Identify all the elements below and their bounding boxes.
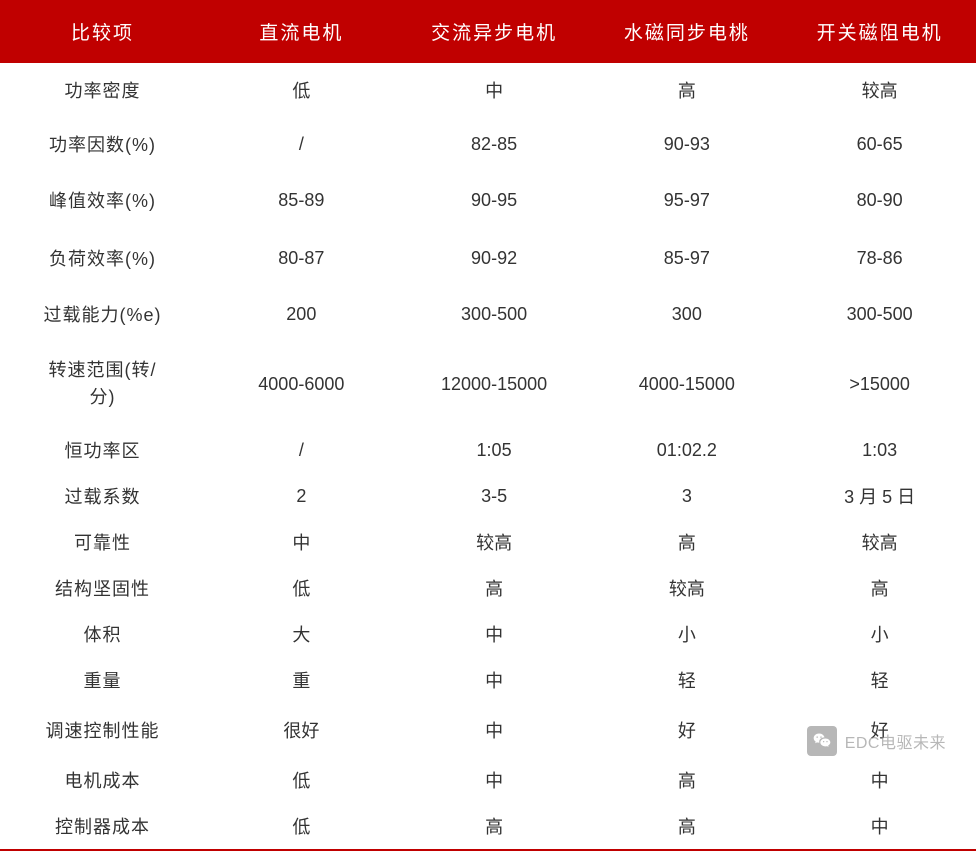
row-label: 可靠性 xyxy=(0,519,205,565)
row-label: 结构坚固性 xyxy=(0,565,205,611)
cell: 中 xyxy=(783,757,976,803)
header-cell: 比较项 xyxy=(0,0,205,63)
cell: 85-89 xyxy=(205,171,398,229)
cell: 4000-6000 xyxy=(205,341,398,427)
cell: 较高 xyxy=(783,519,976,565)
row-label: 控制器成本 xyxy=(0,803,205,850)
cell: 90-93 xyxy=(590,117,783,171)
table-row: 峰值效率(%)85-8990-9595-9780-90 xyxy=(0,171,976,229)
cell: 低 xyxy=(205,757,398,803)
table-row: 转速范围(转/分)4000-600012000-150004000-15000>… xyxy=(0,341,976,427)
table-row: 恒功率区/1:0501:02.21:03 xyxy=(0,427,976,473)
cell: 80-90 xyxy=(783,171,976,229)
cell: 高 xyxy=(590,757,783,803)
table-row: 可靠性中较高高较高 xyxy=(0,519,976,565)
cell: 200 xyxy=(205,287,398,341)
row-label: 峰值效率(%) xyxy=(0,171,205,229)
row-label: 恒功率区 xyxy=(0,427,205,473)
row-label: 体积 xyxy=(0,611,205,657)
cell: 较高 xyxy=(590,565,783,611)
cell: 高 xyxy=(590,803,783,850)
cell: 很好 xyxy=(205,703,398,757)
row-label: 转速范围(转/分) xyxy=(0,341,205,427)
row-label: 功率因数(%) xyxy=(0,117,205,171)
table-row: 过载能力(%e)200300-500300300-500 xyxy=(0,287,976,341)
comparison-table: 比较项 直流电机 交流异步电机 水磁同步电桃 开关磁阻电机 功率密度低中高较高功… xyxy=(0,0,976,851)
header-cell: 交流异步电机 xyxy=(398,0,591,63)
watermark-text: EDC电驱未来 xyxy=(845,729,946,753)
row-label: 电机成本 xyxy=(0,757,205,803)
cell: 轻 xyxy=(783,657,976,703)
cell: 较高 xyxy=(398,519,591,565)
cell: 高 xyxy=(590,63,783,117)
cell: 轻 xyxy=(590,657,783,703)
cell: 小 xyxy=(590,611,783,657)
table-row: 体积大中小小 xyxy=(0,611,976,657)
cell: / xyxy=(205,427,398,473)
cell: 300-500 xyxy=(398,287,591,341)
row-label: 调速控制性能 xyxy=(0,703,205,757)
row-label: 过载系数 xyxy=(0,473,205,519)
table-row: 结构坚固性低高较高高 xyxy=(0,565,976,611)
cell: 80-87 xyxy=(205,229,398,287)
cell: 12000-15000 xyxy=(398,341,591,427)
cell: 高 xyxy=(398,803,591,850)
table-row: 功率因数(%)/82-8590-9360-65 xyxy=(0,117,976,171)
cell: 60-65 xyxy=(783,117,976,171)
cell: 4000-15000 xyxy=(590,341,783,427)
cell: / xyxy=(205,117,398,171)
row-label: 负荷效率(%) xyxy=(0,229,205,287)
table-row: 过载系数23-533 月 5 日 xyxy=(0,473,976,519)
cell: 中 xyxy=(205,519,398,565)
cell: 好 xyxy=(590,703,783,757)
cell: 重 xyxy=(205,657,398,703)
header-cell: 直流电机 xyxy=(205,0,398,63)
cell: 高 xyxy=(590,519,783,565)
cell: >15000 xyxy=(783,341,976,427)
wechat-icon xyxy=(807,726,837,756)
cell: 1:05 xyxy=(398,427,591,473)
row-label: 功率密度 xyxy=(0,63,205,117)
cell: 中 xyxy=(398,63,591,117)
header-cell: 开关磁阻电机 xyxy=(783,0,976,63)
comparison-table-container: 比较项 直流电机 交流异步电机 水磁同步电桃 开关磁阻电机 功率密度低中高较高功… xyxy=(0,0,976,774)
table-row: 控制器成本低高高中 xyxy=(0,803,976,850)
watermark: EDC电驱未来 xyxy=(807,726,946,756)
cell: 较高 xyxy=(783,63,976,117)
header-cell: 水磁同步电桃 xyxy=(590,0,783,63)
table-row: 功率密度低中高较高 xyxy=(0,63,976,117)
cell: 3 月 5 日 xyxy=(783,473,976,519)
cell: 高 xyxy=(398,565,591,611)
cell: 中 xyxy=(398,657,591,703)
cell: 85-97 xyxy=(590,229,783,287)
cell: 3 xyxy=(590,473,783,519)
cell: 低 xyxy=(205,565,398,611)
table-row: 重量重中轻轻 xyxy=(0,657,976,703)
table-row: 电机成本低中高中 xyxy=(0,757,976,803)
cell: 低 xyxy=(205,63,398,117)
cell: 中 xyxy=(398,757,591,803)
cell: 78-86 xyxy=(783,229,976,287)
cell: 3-5 xyxy=(398,473,591,519)
cell: 大 xyxy=(205,611,398,657)
cell: 中 xyxy=(783,803,976,850)
cell: 90-92 xyxy=(398,229,591,287)
cell: 95-97 xyxy=(590,171,783,229)
row-label: 重量 xyxy=(0,657,205,703)
cell: 2 xyxy=(205,473,398,519)
cell: 高 xyxy=(783,565,976,611)
cell: 82-85 xyxy=(398,117,591,171)
row-label: 过载能力(%e) xyxy=(0,287,205,341)
cell: 中 xyxy=(398,611,591,657)
cell: 低 xyxy=(205,803,398,850)
cell: 小 xyxy=(783,611,976,657)
cell: 中 xyxy=(398,703,591,757)
table-row: 负荷效率(%)80-8790-9285-9778-86 xyxy=(0,229,976,287)
cell: 1:03 xyxy=(783,427,976,473)
cell: 300 xyxy=(590,287,783,341)
cell: 01:02.2 xyxy=(590,427,783,473)
cell: 300-500 xyxy=(783,287,976,341)
table-header: 比较项 直流电机 交流异步电机 水磁同步电桃 开关磁阻电机 xyxy=(0,0,976,63)
cell: 90-95 xyxy=(398,171,591,229)
